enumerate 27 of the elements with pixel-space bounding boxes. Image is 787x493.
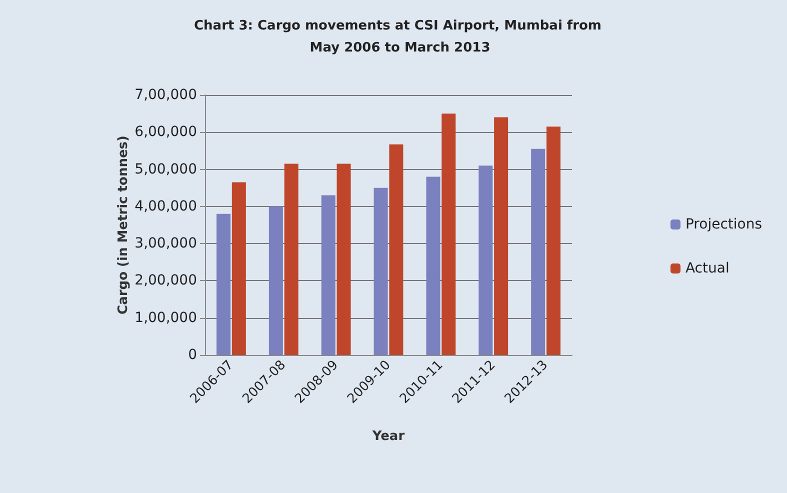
bar xyxy=(284,164,298,355)
y-tick-label: 6,00,000 xyxy=(134,124,197,140)
y-tick-label: 0 xyxy=(188,347,197,363)
y-tick-label: 4,00,000 xyxy=(134,198,197,214)
bar xyxy=(426,176,440,355)
legend-label: Actual xyxy=(685,260,730,276)
y-tick-label: 2,00,000 xyxy=(134,272,197,289)
x-axis-title: Year xyxy=(371,429,406,444)
bar xyxy=(268,206,283,355)
y-tick-label: 7,00,000 xyxy=(134,87,197,103)
bar xyxy=(442,114,456,355)
bar xyxy=(321,195,336,355)
bar xyxy=(336,164,351,355)
y-tick-label: 3,00,000 xyxy=(134,236,197,252)
bar xyxy=(546,126,560,355)
bar xyxy=(232,182,246,355)
bar xyxy=(494,117,508,355)
y-tick-label: 1,00,000 xyxy=(134,310,197,326)
bar xyxy=(216,214,231,355)
y-axis-title: Cargo (in Metric tonnes) xyxy=(116,136,131,314)
bar xyxy=(374,188,388,355)
bar xyxy=(389,144,404,355)
bar xyxy=(478,166,493,355)
chart-title: Chart 3: Cargo movements at CSI Airport, Mumbai from May 2006 to March 2013 xyxy=(194,18,606,56)
y-tick-label: 5,00,000 xyxy=(134,161,197,178)
bar xyxy=(531,148,546,355)
legend-label: Projections xyxy=(685,216,762,232)
